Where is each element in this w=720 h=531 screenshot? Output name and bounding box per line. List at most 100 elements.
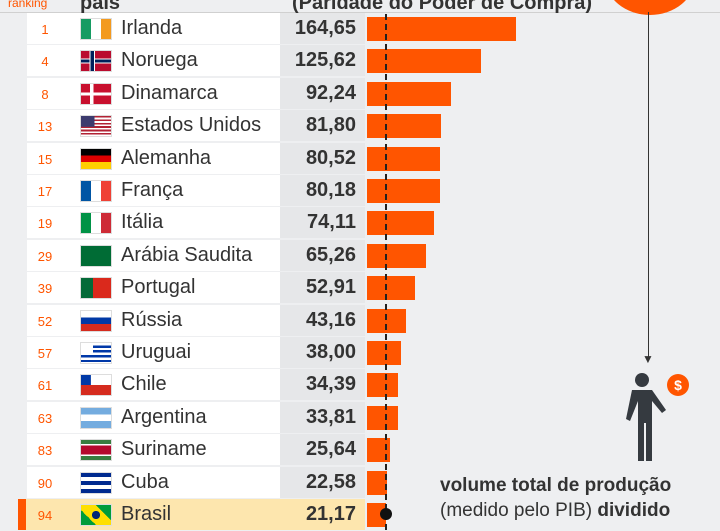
flag-icon (80, 18, 112, 40)
flag-icon (80, 50, 112, 73)
rank-label: 90 (37, 475, 53, 491)
value-band (280, 272, 365, 304)
flag-icon (80, 277, 112, 300)
value-label: 21,17 (305, 503, 356, 525)
row-band (27, 77, 280, 109)
country-label: Suriname (121, 438, 207, 461)
bar (367, 373, 399, 398)
flag-icon (80, 439, 112, 462)
country-label: Uruguai (121, 341, 192, 363)
reference-dot (380, 508, 393, 520)
bar (367, 17, 516, 41)
table-row: 29 Arábia Saudita 65,26 (0, 239, 720, 272)
bar (367, 114, 441, 139)
rank-header: ranking (8, 0, 48, 10)
country-label: Portugal (121, 276, 196, 299)
header-divider (0, 12, 720, 13)
value-band (280, 337, 365, 368)
value-band (280, 434, 365, 466)
value-label: 80,18 (305, 179, 356, 201)
bar (367, 341, 402, 365)
country-label: Irlanda (121, 17, 183, 39)
table-row: 90 Cuba 22,58 (0, 466, 720, 499)
table-row: 63 Argentina 33,81 (0, 401, 720, 434)
table-row: 1 Irlanda 164,65 (0, 13, 720, 45)
value-band (280, 369, 365, 401)
value-label: 52,91 (305, 276, 356, 299)
description-text: volume total de produção (medido pelo PI… (440, 473, 720, 523)
svg-text:$: $ (674, 377, 682, 393)
row-band (27, 239, 280, 271)
value-band (18, 499, 365, 530)
row-band (27, 401, 280, 433)
unit-header: (Paridade do Poder de Compra) (292, 0, 593, 14)
flag-icon (80, 504, 112, 526)
row-band (27, 304, 280, 336)
highlight-stripe (18, 499, 26, 530)
pointer-line (648, 12, 649, 360)
rank-label: 61 (37, 378, 53, 394)
country-label: Alemanha (121, 146, 212, 169)
table-row: 13 Estados Unidos 81,80 (0, 110, 720, 142)
rank-label: 52 (37, 313, 53, 329)
rank-label: 39 (37, 281, 53, 297)
flag-icon (80, 309, 112, 332)
bar (367, 49, 481, 74)
row-band (27, 175, 280, 206)
value-label: 43,16 (305, 308, 356, 331)
row-band (27, 45, 280, 77)
flag-icon (80, 471, 112, 494)
bar (367, 243, 427, 268)
rank-label: 17 (37, 184, 53, 199)
country-label: Rússia (121, 308, 183, 331)
table-row: 17 França 80,18 (0, 175, 720, 207)
person-with-coin-icon: $ (626, 373, 689, 461)
value-band (280, 142, 365, 174)
value-band (280, 239, 365, 271)
desc-bold-2: dividido (597, 500, 671, 521)
table-row: 94 Brasil 21,17 (0, 499, 720, 531)
bar (367, 438, 391, 463)
value-band (280, 466, 365, 498)
country-label: Cuba (121, 470, 169, 493)
row-band (27, 13, 280, 44)
row-band (27, 142, 280, 174)
rank-label: 83 (37, 443, 53, 459)
reference-line (385, 14, 388, 530)
arrow-down-icon: ▼ (642, 352, 654, 366)
value-band (280, 207, 365, 239)
bar (367, 211, 435, 236)
flag-icon (80, 374, 112, 397)
value-band (280, 77, 365, 109)
value-band (280, 13, 365, 44)
rank-label: 8 (41, 86, 49, 102)
rank-label: 1 (41, 22, 49, 37)
rank-label: 19 (37, 216, 53, 232)
value-label: 92,24 (305, 81, 356, 104)
bar (367, 470, 388, 495)
row-band (27, 272, 280, 304)
flag-icon (80, 180, 112, 202)
rank-label: 29 (37, 248, 53, 264)
value-label: 81,80 (305, 114, 356, 137)
value-label: 164,65 (294, 17, 356, 39)
value-band (280, 110, 365, 142)
country-label: Dinamarca (121, 81, 218, 104)
country-label: Arábia Saudita (121, 243, 253, 266)
country-label: Argentina (121, 405, 207, 428)
flag-icon (80, 406, 112, 429)
value-label: 74,11 (307, 211, 356, 234)
bar (367, 81, 451, 106)
country-label: Noruega (121, 49, 198, 72)
value-label: 22,58 (305, 470, 356, 493)
bar (367, 276, 415, 301)
value-band (280, 175, 365, 206)
table-row: 4 Noruega 125,62 (0, 45, 720, 77)
table-row: 52 Rússia 43,16 (0, 304, 720, 337)
row-band (27, 434, 280, 466)
country-label: Estados Unidos (121, 114, 262, 137)
rank-label: 57 (37, 346, 53, 361)
value-label: 25,64 (305, 438, 356, 461)
value-label: 125,62 (294, 49, 356, 72)
bar (367, 179, 440, 203)
